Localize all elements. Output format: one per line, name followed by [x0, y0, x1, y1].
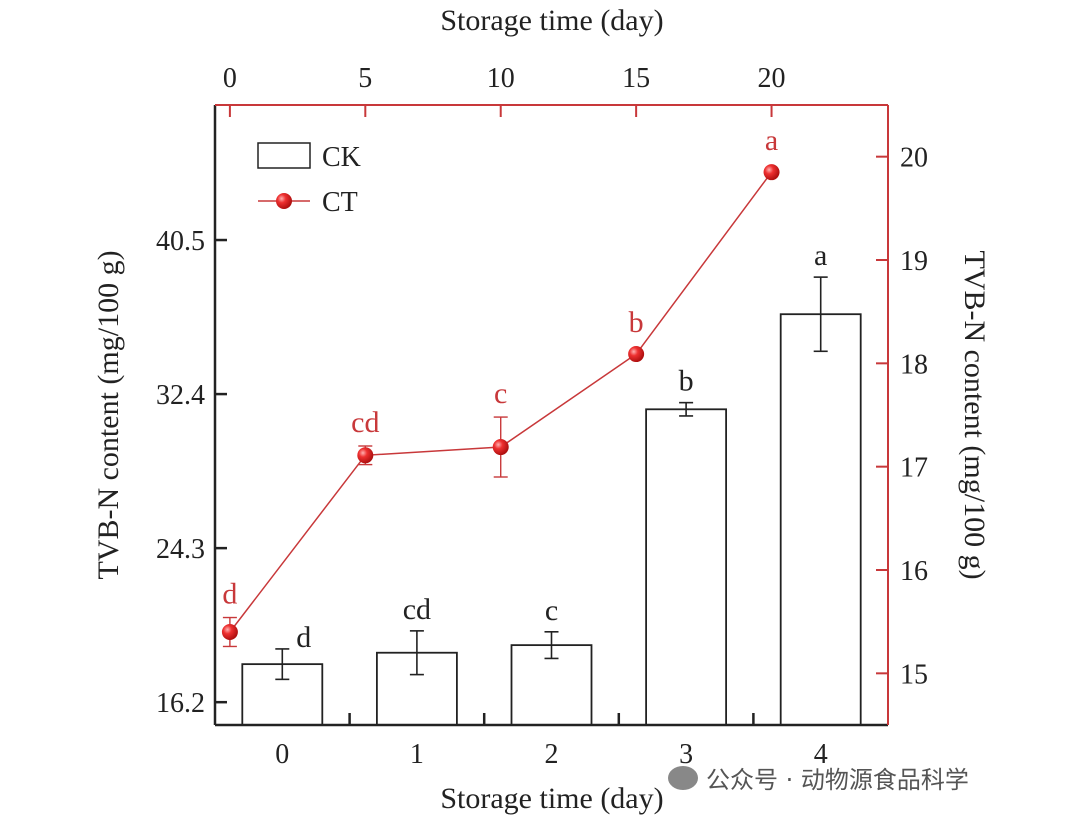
legend-ct-marker [276, 193, 292, 209]
top-x-tick-label-4: 20 [758, 63, 786, 94]
label-ck-4: a [814, 239, 827, 272]
bottom-x-tick-label-0: 0 [275, 739, 289, 770]
point-ct-0 [221, 624, 238, 640]
label-ct-3: b [629, 306, 644, 339]
right-y-tick-label-4: 19 [900, 246, 928, 277]
right-y-tick-label-0: 15 [900, 659, 928, 690]
point-ct-1 [357, 447, 374, 464]
axes: 16.2 24.3 32.4 40.5 15 16 17 18 19 20 0 1 2 3 4 0 5 10 15 2… [156, 63, 928, 770]
top-x-tick-label-1: 5 [358, 63, 372, 94]
bottom-x-axis-label: Storage time (day) [440, 782, 663, 815]
right-y-tick-label-2: 17 [900, 453, 928, 484]
bottom-x-tick-label-4: 4 [814, 739, 828, 770]
label-ck-1: cd [403, 593, 431, 626]
bottom-x-tick-label-3: 3 [679, 739, 693, 770]
legend-ct-label: CT [322, 187, 358, 218]
bar-ck-4 [779, 313, 862, 726]
point-ct-4 [763, 164, 780, 181]
left-y-tick-label-1: 24.3 [156, 534, 205, 565]
label-ct-4: a [765, 124, 778, 157]
left-y-tick-label-2: 32.4 [156, 380, 205, 411]
right-y-tick-label-1: 16 [900, 556, 928, 587]
legend-ck-swatch [257, 142, 311, 169]
bar-ck-3 [645, 408, 727, 726]
bars: d cd c b a [241, 239, 862, 726]
top-x-axis-label: Storage time (day) [440, 4, 663, 37]
left-y-axis-label: TVB-N content (mg/100 g) [92, 250, 125, 579]
label-ct-1: cd [351, 406, 379, 439]
label-ck-3: b [679, 365, 694, 398]
watermark-text: 公众号 · 动物源食品科学 [706, 766, 969, 794]
point-ct-3 [628, 346, 645, 363]
top-x-tick-label-3: 15 [622, 63, 650, 94]
right-y-tick-label-5: 20 [900, 143, 928, 174]
right-y-tick-label-3: 18 [900, 349, 928, 380]
top-x-tick-label-0: 0 [223, 63, 237, 94]
wechat-icon [668, 765, 698, 790]
right-y-axis-label: TVB-N content (mg/100 g) [958, 250, 991, 579]
label-ck-0: d [296, 621, 311, 654]
ct-series: d cd c b a [221, 124, 780, 648]
label-ct-0: d [222, 578, 237, 611]
top-x-tick-label-2: 10 [487, 63, 515, 94]
point-ct-2 [492, 439, 509, 456]
watermark: 公众号 · 动物源食品科学 [668, 760, 969, 795]
label-ck-2: c [545, 594, 558, 627]
bottom-x-tick-label-1: 1 [410, 739, 424, 770]
label-ct-2: c [494, 377, 507, 410]
left-y-tick-label-3: 40.5 [156, 226, 205, 257]
bottom-x-tick-label-2: 2 [545, 739, 559, 770]
legend: CK CT [257, 142, 361, 218]
legend-ck-label: CK [322, 142, 361, 173]
left-y-tick-label-0: 16.2 [156, 688, 205, 719]
